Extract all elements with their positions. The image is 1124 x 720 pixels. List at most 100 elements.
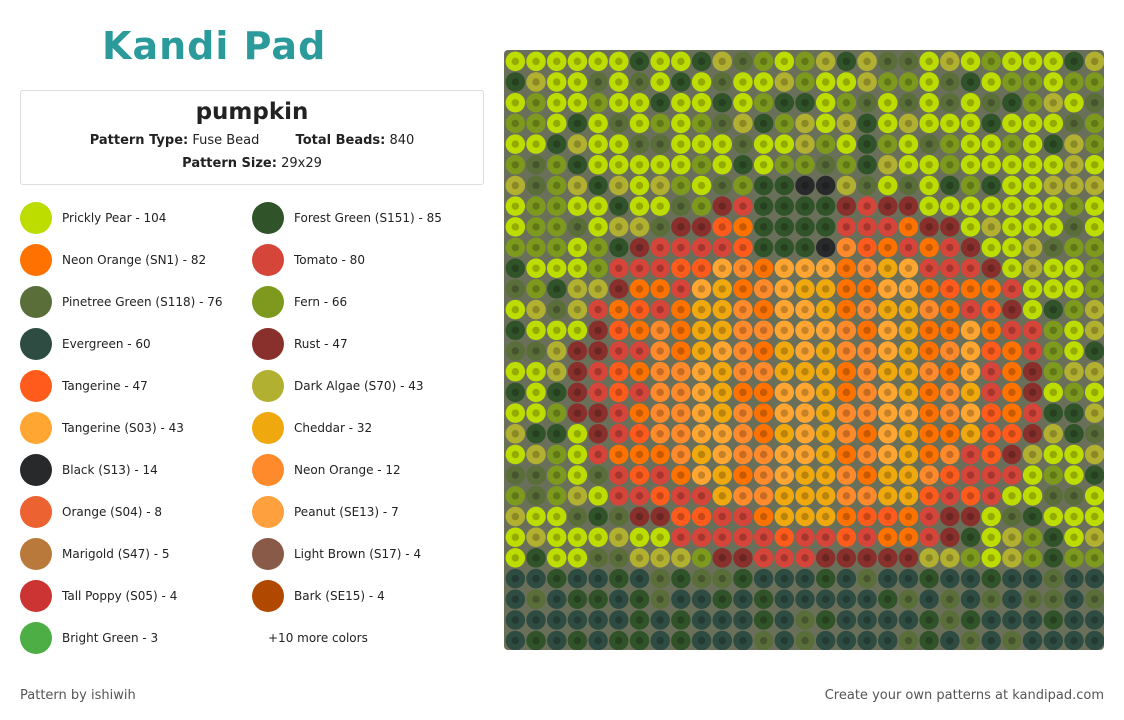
bead-hole xyxy=(1049,305,1057,314)
bead-hole xyxy=(966,409,975,417)
bead xyxy=(1084,486,1104,506)
bead xyxy=(567,630,588,650)
bead-hole xyxy=(635,430,644,438)
bead xyxy=(960,51,981,72)
bead xyxy=(857,134,877,154)
bead-hole xyxy=(842,264,851,272)
bead-hole xyxy=(697,574,706,583)
pattern-card: pumpkin Pattern Type: Fuse Bead Total Be… xyxy=(20,90,484,185)
bead xyxy=(940,279,960,299)
bead xyxy=(1084,610,1104,630)
bead-hole xyxy=(904,57,913,66)
bead xyxy=(671,444,691,465)
bead xyxy=(919,465,939,485)
bead xyxy=(671,237,691,258)
bead xyxy=(526,548,546,568)
bead xyxy=(691,403,712,423)
bead-hole xyxy=(884,347,892,355)
swatch xyxy=(20,328,52,360)
bead-hole xyxy=(573,285,582,293)
bead xyxy=(629,175,650,196)
bead xyxy=(567,403,588,423)
bead-hole xyxy=(863,223,871,231)
bead-hole xyxy=(677,285,685,293)
bead-hole xyxy=(1070,450,1078,459)
bead-hole xyxy=(780,223,789,231)
color-item: Marigold (S47) - 5 xyxy=(20,538,170,570)
color-item: Bright Green - 3 xyxy=(20,622,158,654)
bead xyxy=(795,279,815,299)
bead-hole xyxy=(904,616,913,624)
bead xyxy=(960,175,981,196)
bead xyxy=(546,196,567,216)
bead-hole xyxy=(904,78,913,86)
bead xyxy=(1022,341,1043,361)
bead xyxy=(815,444,836,465)
bead xyxy=(857,237,877,258)
bead xyxy=(919,589,939,610)
bead xyxy=(526,72,546,92)
bead-hole xyxy=(780,409,789,417)
bead xyxy=(774,134,795,154)
bead xyxy=(609,217,629,237)
bead xyxy=(940,444,960,465)
bead xyxy=(671,486,691,506)
bead-hole xyxy=(946,99,954,107)
bead xyxy=(546,630,567,650)
bead xyxy=(836,113,857,134)
logo[interactable]: Kandi Pad xyxy=(102,24,327,68)
bead-hole xyxy=(718,471,726,479)
color-item: Tomato - 80 xyxy=(252,244,365,276)
bead xyxy=(795,134,815,154)
bead-hole xyxy=(780,140,789,148)
bead xyxy=(567,92,588,113)
bead xyxy=(857,217,877,237)
bead-hole xyxy=(780,430,789,438)
bead-hole xyxy=(801,430,809,438)
bead xyxy=(1022,486,1043,506)
bead xyxy=(712,424,732,444)
bead xyxy=(753,341,774,361)
bead xyxy=(878,630,898,650)
bead-hole xyxy=(842,574,851,583)
bead-hole xyxy=(780,99,789,107)
bead xyxy=(753,279,774,299)
bead xyxy=(1043,506,1064,527)
bead xyxy=(878,134,898,154)
bead-hole xyxy=(780,512,789,521)
bead xyxy=(898,341,919,361)
bead-hole xyxy=(573,409,582,417)
bead xyxy=(629,299,650,320)
bead xyxy=(815,217,836,237)
bead xyxy=(505,589,526,610)
bead xyxy=(1022,610,1043,630)
bead xyxy=(857,92,877,113)
bead xyxy=(588,134,608,154)
bead-hole xyxy=(718,636,726,645)
bead xyxy=(733,610,753,630)
bead xyxy=(981,630,1001,650)
bead xyxy=(753,506,774,527)
bead xyxy=(629,217,650,237)
bead xyxy=(629,506,650,527)
bead xyxy=(505,196,526,216)
bead-hole xyxy=(656,512,664,521)
bead xyxy=(1043,403,1064,423)
bead-hole xyxy=(1008,78,1016,86)
bead xyxy=(1002,155,1022,175)
bead xyxy=(960,258,981,278)
bead-hole xyxy=(987,554,995,562)
footer-link[interactable]: Create your own patterns at kandipad.com xyxy=(824,688,1104,703)
bead xyxy=(1022,527,1043,547)
bead-hole xyxy=(718,243,726,252)
color-name: Black (S13) - 14 xyxy=(62,463,158,477)
bead xyxy=(712,548,732,568)
bead-hole xyxy=(987,409,995,417)
bead xyxy=(898,486,919,506)
bead xyxy=(1064,299,1084,320)
bead-hole xyxy=(1028,264,1037,272)
bead-hole xyxy=(594,181,602,190)
bead xyxy=(815,196,836,216)
bead xyxy=(712,113,732,134)
bead xyxy=(546,92,567,113)
